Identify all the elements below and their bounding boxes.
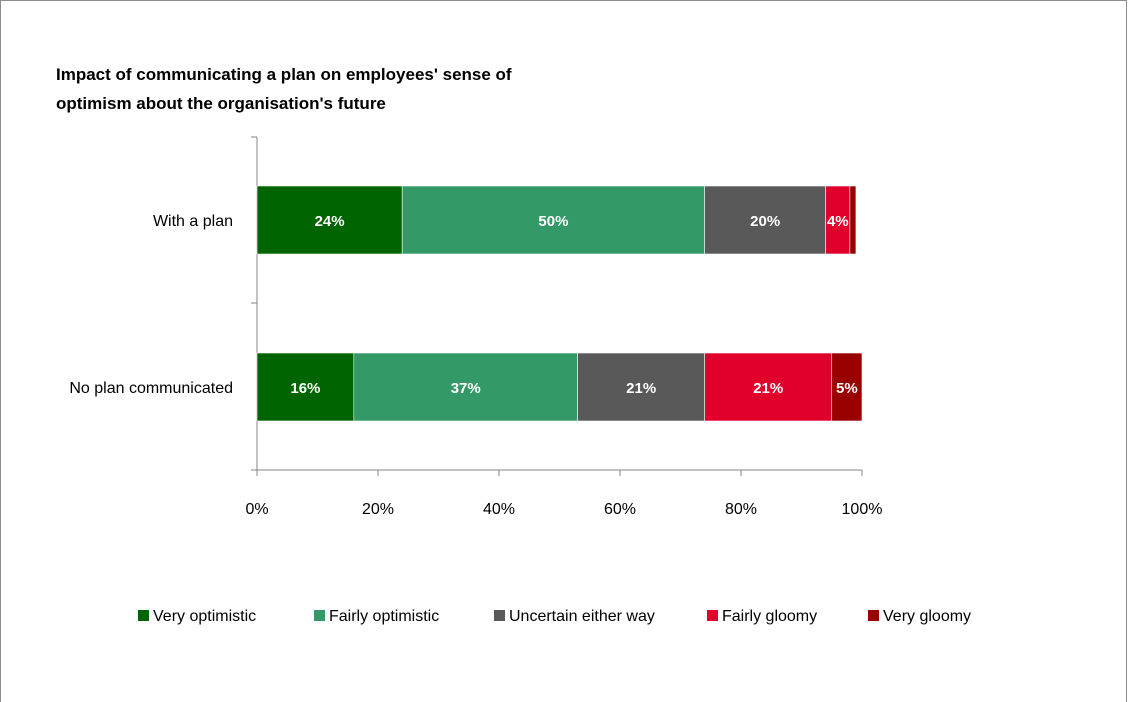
data-label: 50%: [538, 213, 568, 230]
legend-swatch: [868, 610, 879, 621]
bar-segment: [353, 352, 578, 422]
bar-segment: [704, 185, 827, 255]
legend-label: Uncertain either way: [509, 608, 655, 625]
bar-segment: [256, 352, 355, 422]
data-label: 21%: [626, 380, 656, 397]
category-labels: With a plan No plan communicated: [69, 213, 233, 397]
chart-title-line-1: Impact of communicating a plan on employ…: [56, 65, 512, 84]
data-label: 5%: [836, 380, 858, 397]
x-tick-label: 60%: [604, 501, 636, 518]
legend-label: Fairly gloomy: [722, 608, 817, 625]
bar-segment: [401, 185, 706, 255]
legend-swatch: [314, 610, 325, 621]
legend-swatch: [138, 610, 149, 621]
legend-swatch: [494, 610, 505, 621]
x-tick-labels: 0% 20% 40% 60% 80% 100%: [245, 501, 882, 518]
legend: Very optimistic Fairly optimistic Uncertai…: [138, 608, 971, 625]
bar-segment: [825, 185, 851, 255]
data-label: 4%: [827, 213, 849, 230]
data-label: 37%: [451, 380, 481, 397]
data-label: 24%: [315, 213, 345, 230]
category-label: No plan communicated: [69, 380, 233, 397]
x-tick-label: 40%: [483, 501, 515, 518]
legend-label: Very optimistic: [153, 608, 256, 625]
legend-swatch: [707, 610, 718, 621]
data-label: 20%: [750, 213, 780, 230]
legend-label: Fairly optimistic: [329, 608, 439, 625]
bar-segment: [849, 185, 857, 255]
chart-title: Impact of communicating a plan on employ…: [56, 65, 512, 113]
bar-segment: [704, 352, 833, 422]
chart-bars: 24% 50% 20% 4% 16% 37% 21% 21% 5%: [256, 185, 863, 422]
x-tick-label: 0%: [245, 501, 268, 518]
category-label: With a plan: [153, 213, 233, 230]
chart-title-line-2: optimism about the organisation's future: [56, 94, 386, 113]
bar-segment: [577, 352, 706, 422]
data-label: 16%: [290, 380, 320, 397]
legend-label: Very gloomy: [883, 608, 971, 625]
x-tick-label: 100%: [842, 501, 883, 518]
bar-segment: [831, 352, 863, 422]
bar-segment: [256, 185, 403, 255]
x-tick-label: 80%: [725, 501, 757, 518]
data-label: 21%: [753, 380, 783, 397]
x-tick-label: 20%: [362, 501, 394, 518]
